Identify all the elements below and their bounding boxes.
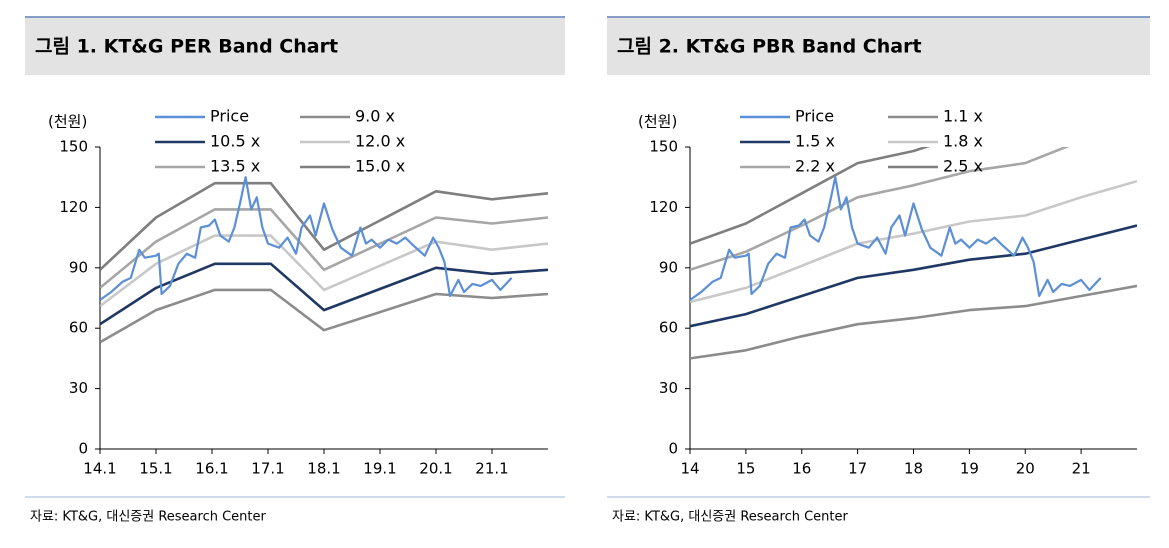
legend-label: Price [795, 107, 834, 126]
y-tick-label: 150 [649, 138, 678, 156]
header-bar [607, 18, 1150, 75]
series-line [100, 208, 548, 289]
x-tick-label: 17.1 [251, 460, 284, 478]
y-tick-label: 30 [69, 379, 88, 397]
y-tick-label: 30 [659, 379, 678, 397]
y-tick-label: 120 [59, 198, 88, 216]
series-line [100, 288, 548, 344]
series-line [690, 176, 1102, 301]
series-line [690, 284, 1137, 360]
x-tick-label: 16.1 [195, 460, 228, 478]
x-tick-label: 20 [1016, 460, 1035, 478]
y-axis-label: (천원) [48, 113, 87, 131]
series-line [690, 179, 1137, 304]
x-tick-label: 14 [680, 460, 699, 478]
legend-label: 1.5 x [795, 132, 835, 151]
x-tick-label: 18 [904, 460, 923, 478]
legend-label: 2.5 x [943, 157, 983, 176]
plot-area [690, 147, 1137, 360]
x-tick-label: 16 [792, 460, 811, 478]
x-tick-label: 18.1 [307, 460, 340, 478]
y-tick-label: 0 [78, 440, 88, 458]
x-tick-label: 21.1 [475, 460, 508, 478]
x-tick-label: 21 [1072, 460, 1091, 478]
chart-title: 그림 1. KT&G PER Band Chart [35, 36, 338, 58]
chart-title: 그림 2. KT&G PBR Band Chart [617, 36, 922, 58]
legend-label: 10.5 x [210, 132, 260, 151]
series-line [100, 181, 548, 271]
legend-label: 1.8 x [943, 132, 983, 151]
series-line [100, 262, 548, 326]
source-note: 자료: KT&G, 대신증권 Research Center [612, 510, 849, 525]
legend-label: Price [210, 107, 249, 126]
legend-label: 15.0 x [355, 157, 405, 176]
y-tick-label: 90 [69, 258, 88, 276]
header-bar [25, 18, 565, 75]
series-line [690, 147, 931, 245]
source-note: 자료: KT&G, 대신증권 Research Center [30, 510, 267, 525]
plot-area [100, 176, 548, 344]
series-line [690, 147, 1070, 272]
y-tick-label: 150 [59, 138, 88, 156]
x-tick-label: 19.1 [363, 460, 396, 478]
legend-label: 2.2 x [795, 157, 835, 176]
y-axis-label: (천원) [638, 113, 677, 131]
series-line [690, 224, 1137, 328]
legend-label: 12.0 x [355, 132, 405, 151]
x-tick-label: 14.1 [83, 460, 116, 478]
legend-label: 9.0 x [355, 107, 395, 126]
x-tick-label: 17 [848, 460, 867, 478]
x-tick-label: 15 [736, 460, 755, 478]
y-tick-label: 90 [659, 258, 678, 276]
y-tick-label: 120 [649, 198, 678, 216]
series-line [100, 234, 548, 308]
y-tick-label: 60 [69, 319, 88, 337]
y-tick-label: 60 [659, 319, 678, 337]
legend-label: 13.5 x [210, 157, 260, 176]
x-tick-label: 20.1 [419, 460, 452, 478]
legend-label: 1.1 x [943, 107, 983, 126]
series-line [100, 176, 513, 301]
y-tick-label: 0 [668, 440, 678, 458]
x-tick-label: 19 [960, 460, 979, 478]
x-tick-label: 15.1 [139, 460, 172, 478]
